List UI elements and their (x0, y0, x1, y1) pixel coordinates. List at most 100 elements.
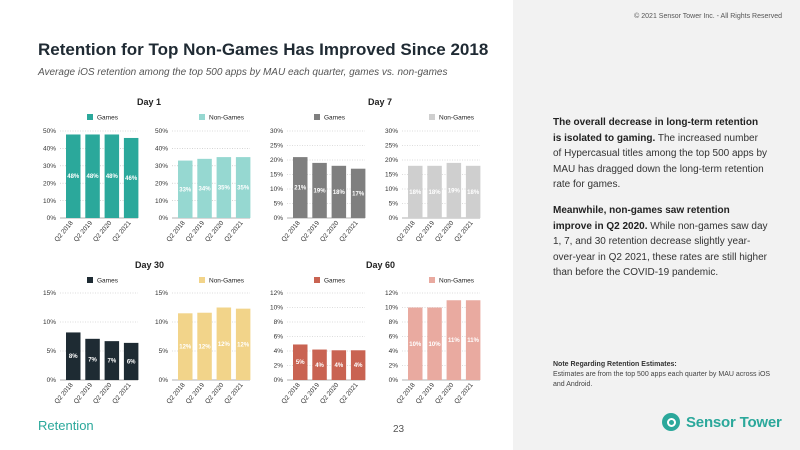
x-tick-label: Q2 2019 (185, 219, 207, 243)
bar (197, 158, 212, 218)
bar-value-label: 18% (429, 190, 442, 196)
page-title: Retention for Top Non-Games Has Improved… (38, 40, 489, 59)
bar-value-label: 18% (409, 190, 422, 196)
bar-value-label: 48% (67, 174, 80, 180)
x-tick-label: Q2 2020 (434, 381, 456, 405)
x-tick-label: Q2 2020 (92, 381, 114, 405)
x-tick-label: Q2 2021 (111, 219, 133, 243)
y-tick-label: 5% (47, 348, 57, 355)
x-tick-label: Q2 2021 (338, 381, 360, 405)
note-text: Estimates are from the top 500 apps each… (553, 371, 771, 388)
y-tick-label: 50% (155, 128, 168, 135)
bar-value-label: 12% (237, 342, 250, 348)
bar (178, 160, 193, 218)
bar (66, 332, 81, 380)
bar-value-label: 17% (352, 191, 365, 197)
bar (312, 162, 327, 218)
y-tick-label: 50% (43, 128, 56, 135)
bar-value-label: 34% (199, 186, 212, 192)
bar (312, 349, 327, 380)
y-tick-label: 20% (43, 180, 56, 187)
y-tick-label: 30% (270, 128, 283, 135)
legend-swatch (199, 114, 205, 120)
y-tick-label: 30% (43, 163, 56, 170)
y-tick-label: 2% (274, 363, 284, 370)
y-tick-label: 10% (270, 305, 283, 312)
bar-value-label: 8% (69, 354, 78, 360)
group-title-day30: Day 30 (135, 260, 165, 270)
y-tick-label: 15% (155, 290, 168, 297)
y-tick-label: 0% (47, 215, 57, 222)
x-tick-label: Q2 2018 (53, 381, 75, 405)
bar-value-label: 11% (448, 338, 460, 344)
bar-value-label: 10% (409, 342, 422, 348)
retention-note: Note Regarding Retention Estimates: Esti… (553, 360, 783, 390)
bar (85, 134, 100, 218)
y-tick-label: 12% (270, 290, 283, 297)
x-tick-label: Q2 2020 (204, 219, 226, 243)
y-tick-label: 10% (385, 305, 398, 312)
legend-label: Non-Games (439, 115, 475, 122)
bar (427, 307, 442, 380)
legend-swatch (429, 277, 435, 283)
bar-value-label: 10% (429, 342, 442, 348)
x-tick-label: Q2 2020 (319, 381, 341, 405)
sidebar-p1-text: The increased number of Hypercasual titl… (553, 132, 768, 191)
bar-value-label: 4% (354, 363, 363, 369)
x-tick-label: Q2 2019 (415, 381, 437, 405)
x-tick-label: Q2 2018 (165, 381, 187, 405)
bar-value-label: 12% (179, 345, 192, 351)
y-tick-label: 0% (389, 377, 399, 384)
section-label: Retention (38, 418, 94, 433)
bar-value-label: 12% (218, 342, 231, 348)
x-tick-label: Q2 2019 (73, 381, 95, 405)
legend-swatch (87, 277, 93, 283)
bar (446, 300, 462, 380)
bar (331, 165, 347, 218)
x-tick-label: Q2 2018 (165, 219, 187, 243)
x-tick-label: Q2 2018 (395, 381, 417, 405)
y-tick-label: 6% (389, 334, 399, 341)
x-tick-label: Q2 2021 (453, 381, 475, 405)
x-tick-label: Q2 2019 (185, 381, 207, 405)
chart-day30-games: Games 0% 5% 10% 15% 8% Q2 2018 7% Q2 2019 7% Q2 20… (43, 277, 139, 405)
legend-label: Games (324, 278, 346, 285)
legend-label: Non-Games (439, 278, 475, 285)
y-tick-label: 0% (159, 377, 169, 384)
bar (350, 350, 366, 380)
bar-value-label: 12% (199, 344, 212, 350)
group-title-day60: Day 60 (366, 260, 396, 270)
x-tick-label: Q2 2021 (453, 219, 475, 243)
bar (293, 157, 308, 218)
y-tick-label: 20% (270, 157, 283, 164)
sidebar-paragraph-2: Meanwhile, non-games saw retention impro… (553, 203, 768, 281)
chart-day60-games: Games 0% 2% 4% 6% 8% 10% 12% 5% Q2 2018 4% Q2 2019 4… (270, 277, 366, 405)
bar (197, 312, 212, 380)
x-tick-label: Q2 2021 (111, 381, 133, 405)
y-tick-label: 2% (389, 363, 399, 370)
y-tick-label: 20% (155, 180, 168, 187)
bar-value-label: 21% (294, 186, 307, 192)
chart-day1-nongames: Non-Games 0% 10% 20% 30% 40% 50% 33% Q2 2018 34% Q… (155, 114, 251, 243)
page-subtitle: Average iOS retention among the top 500 … (38, 67, 448, 78)
y-tick-label: 25% (385, 143, 398, 150)
x-tick-label: Q2 2018 (280, 219, 302, 243)
group-title-day1: Day 1 (137, 97, 162, 107)
chart-day60-nongames: Non-Games 0% 2% 4% 6% 8% 10% 12% 10% Q2 2018 10% Q2… (385, 277, 481, 405)
y-tick-label: 15% (385, 172, 398, 179)
page-number: 23 (393, 424, 405, 435)
legend-label: Non-Games (209, 278, 245, 285)
bar-value-label: 5% (296, 360, 305, 366)
y-tick-label: 8% (389, 319, 399, 326)
x-tick-label: Q2 2019 (415, 219, 437, 243)
bar-value-label: 19% (448, 188, 461, 194)
y-tick-label: 40% (43, 146, 56, 153)
sensor-tower-logo: Sensor Tower (662, 413, 782, 431)
y-tick-label: 0% (159, 215, 169, 222)
y-tick-label: 10% (43, 198, 56, 205)
sensor-tower-logo-icon (662, 413, 680, 431)
x-tick-label: Q2 2020 (204, 381, 226, 405)
x-tick-label: Q2 2018 (280, 381, 302, 405)
bar-value-label: 18% (467, 190, 480, 196)
sidebar-paragraph-1: The overall decrease in long-term retent… (553, 115, 768, 193)
